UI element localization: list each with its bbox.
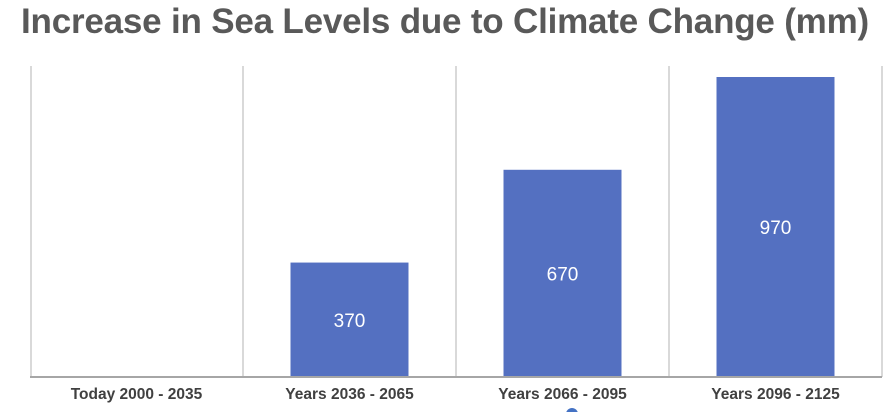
x-tick-label: Years 2096 - 2125 bbox=[711, 386, 840, 403]
data-label: 670 bbox=[547, 264, 579, 285]
bar bbox=[716, 77, 835, 377]
x-tick-label: Years 2036 - 2065 bbox=[285, 386, 414, 403]
bar bbox=[290, 262, 409, 377]
chart-title: Increase in Sea Levels due to Climate Ch… bbox=[21, 2, 869, 41]
selection-handle-marker bbox=[566, 408, 578, 412]
data-label: 370 bbox=[334, 311, 366, 332]
x-tick-label: Years 2066 - 2095 bbox=[498, 386, 627, 403]
bar bbox=[503, 169, 622, 377]
data-label: 970 bbox=[760, 218, 792, 239]
x-tick-label: Today 2000 - 2035 bbox=[71, 386, 203, 403]
